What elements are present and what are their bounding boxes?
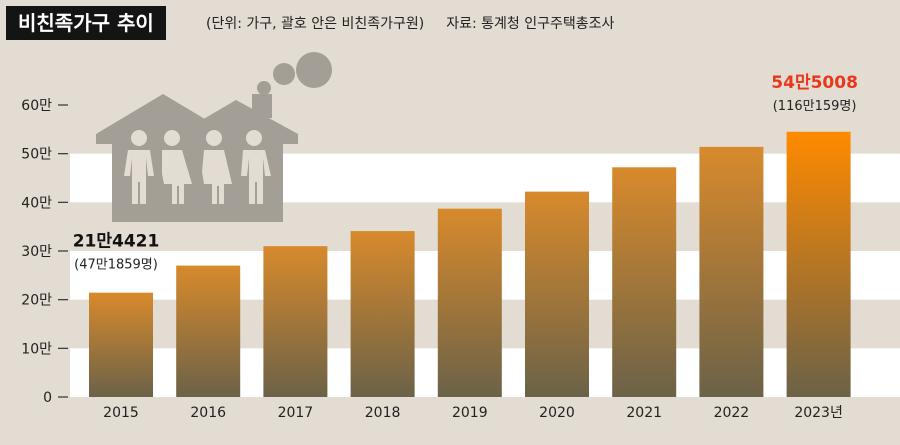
y-tick-label: 30만 (21, 244, 52, 260)
x-tick-label: 2020 (539, 405, 575, 421)
bars (89, 131, 851, 398)
annotation-value: 21만4421 (73, 232, 160, 252)
x-tick-label: 2015 (103, 405, 139, 421)
y-tick-label: 50만 (21, 147, 52, 163)
x-tick-label: 2018 (365, 405, 401, 421)
bar (89, 292, 153, 397)
x-tick-label: 2016 (190, 405, 226, 421)
bar (263, 246, 328, 397)
y-tick-label: 20만 (21, 293, 52, 309)
unit-note: (단위: 가구, 괄호 안은 비친족가구원) (206, 16, 425, 32)
y-tick-label: 40만 (21, 195, 52, 211)
y-tick-label: 0 (43, 390, 52, 406)
bar (350, 231, 415, 397)
x-tick-label: 2021 (626, 405, 662, 421)
y-tick-label: 10만 (21, 341, 52, 357)
chimney-smoke-icon (257, 52, 332, 95)
house-family-icon (96, 52, 332, 222)
annotations: 21만4421 (47만1859명) 54만5008 (116만159명) (73, 73, 858, 273)
bar (612, 167, 677, 397)
subtitle-line: (단위: 가구, 괄호 안은 비친족가구원) 자료: 통계청 인구주택총조사 (206, 13, 614, 33)
annotation-members: (116만159명) (773, 99, 857, 114)
y-axis: 0 10만 20만 30만 40만 50만 60만 (21, 98, 68, 406)
bar (176, 265, 241, 397)
bar (786, 131, 851, 398)
annotation-value: 54만5008 (771, 73, 858, 93)
bar (699, 146, 764, 397)
x-tick-label: 2023년 (794, 405, 843, 421)
bar (437, 208, 502, 397)
source-note: 자료: 통계청 인구주택총조사 (446, 16, 615, 32)
x-tick-label: 2019 (452, 405, 488, 421)
chart-title: 비친족가구 추이 (6, 6, 166, 40)
bar (525, 191, 589, 397)
x-tick-label: 2022 (714, 405, 750, 421)
x-tick-label: 2017 (278, 405, 314, 421)
y-tick-label: 60만 (21, 98, 52, 114)
annotation-members: (47만1859명) (74, 258, 158, 273)
x-axis: 2015 2016 2017 2018 2019 2020 2021 2022 2023년 (103, 405, 843, 421)
